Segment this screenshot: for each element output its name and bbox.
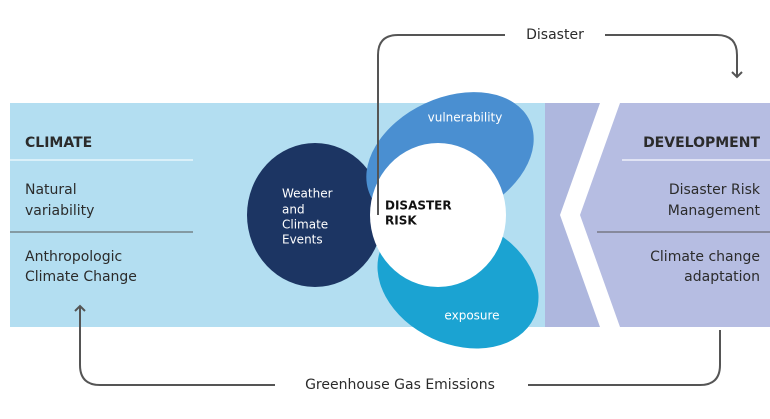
development-item: Management [668, 203, 761, 219]
risk-label: DISASTER [385, 199, 452, 213]
hazard-label: Climate [282, 218, 328, 232]
climate-item: Natural [25, 182, 77, 198]
climate-title: CLIMATE [25, 135, 92, 151]
development-title: DEVELOPMENT [643, 135, 760, 151]
hazard-label: Events [282, 233, 323, 247]
risk-circle [370, 143, 506, 287]
development-panel [580, 103, 770, 327]
disaster-arrow [605, 34, 743, 79]
climate-item: Anthropologic [25, 249, 122, 265]
risk-label: RISK [385, 214, 417, 228]
emissions-arrow [528, 330, 721, 386]
climate-item: Climate Change [25, 269, 137, 285]
emissions-arrow [74, 304, 275, 386]
development-item: Disaster Risk [669, 182, 761, 198]
emissions-label: Greenhouse Gas Emissions [305, 377, 495, 393]
development-item: adaptation [684, 269, 760, 285]
lavender-strip [545, 103, 600, 327]
hazard-shape [247, 143, 383, 287]
vulnerability-label: vulnerability [428, 111, 503, 125]
hazard-label: and [282, 203, 305, 217]
climate-panel [10, 103, 235, 327]
exposure-label: exposure [444, 309, 499, 323]
climate-item: variability [25, 203, 94, 219]
hazard-label: Weather [282, 187, 333, 201]
development-item: Climate change [650, 249, 760, 265]
disaster-arrow [377, 34, 505, 215]
disaster-label: Disaster [526, 27, 584, 43]
